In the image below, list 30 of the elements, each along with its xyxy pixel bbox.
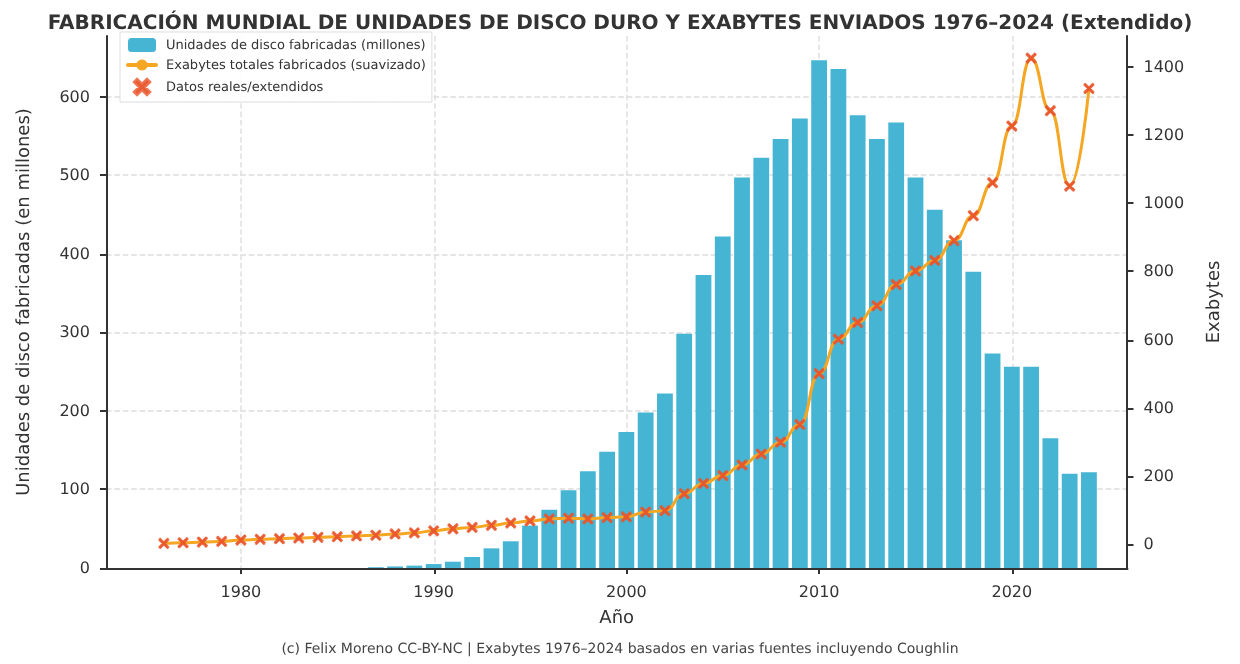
y-axis-title: Unidades de disco fabricadas (en millones) (15, 108, 35, 496)
bar (984, 353, 1001, 568)
y-tick-label: 500 (59, 166, 90, 185)
y2-tick-label: 1400 (1143, 57, 1185, 76)
bar (560, 490, 577, 568)
y2-tick-label: 800 (1143, 262, 1175, 281)
y-tick-label: 0 (79, 559, 90, 577)
x-tick-label: 2020 (991, 583, 1033, 601)
bar (772, 138, 789, 568)
x-tick-label: 2000 (606, 583, 647, 601)
y2-tick-label: 1200 (1143, 125, 1185, 144)
x-axis-title: Año (599, 608, 636, 629)
y2-tick-label: 0 (1143, 535, 1154, 554)
y-tick-label: 400 (59, 244, 90, 263)
bar (695, 274, 712, 568)
y-tick-label: 600 (59, 87, 90, 106)
y2-tick-label: 200 (1143, 466, 1175, 485)
bar (907, 177, 924, 568)
y2-tick-label: 400 (1143, 398, 1175, 417)
y2-axis-title: Exabytes (1205, 260, 1225, 344)
x-tick-label: 1990 (413, 583, 454, 601)
y-tick-label: 100 (59, 480, 90, 499)
bar (483, 548, 500, 568)
y-tick-label: 300 (59, 323, 90, 342)
y-tick-label: 200 (59, 401, 90, 420)
x-tick-label: 2010 (798, 583, 840, 601)
y2-tick-label: 1000 (1143, 194, 1185, 213)
x-tick-label: 1980 (220, 583, 262, 601)
chart-title: FABRICACIÓN MUNDIAL DE UNIDADES DE DISCO DURO Y EXABYTES ENVIADOS 1976–2024 (Extendido) (47, 9, 1193, 35)
y2-tick-label: 600 (1143, 330, 1175, 349)
